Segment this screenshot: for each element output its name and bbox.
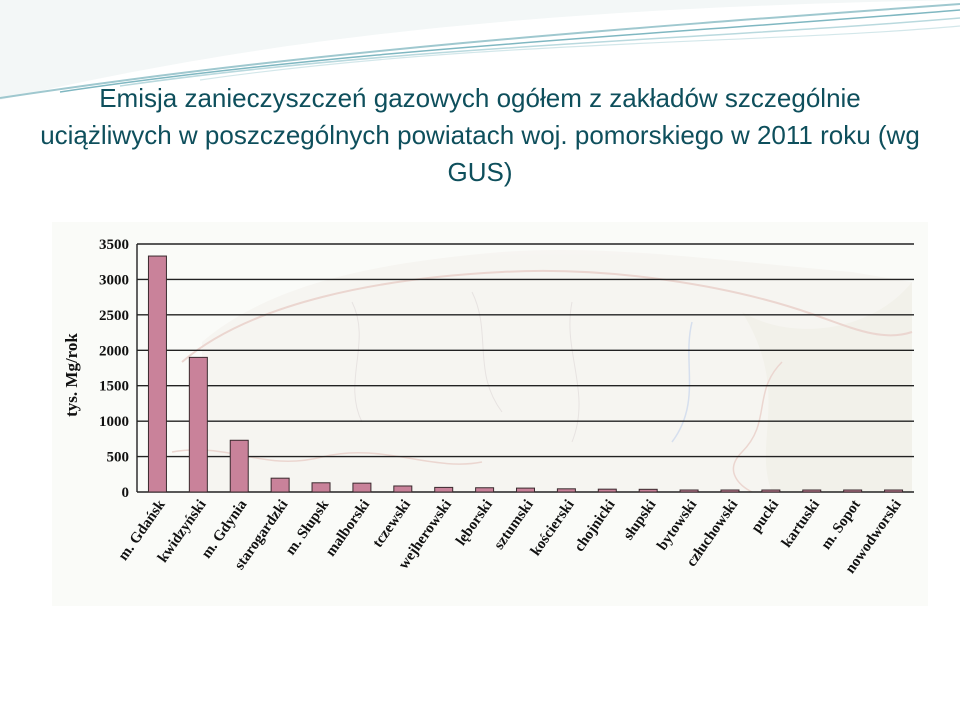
y-tick-label: 3000 [99, 272, 129, 288]
bar [434, 486, 454, 493]
bar [188, 356, 208, 493]
bar [802, 489, 822, 493]
x-tick-label: lęborski [453, 497, 496, 549]
bar [761, 489, 781, 493]
x-tick-label: chojnicki [572, 497, 619, 555]
bar [311, 482, 331, 493]
bar [597, 488, 617, 493]
map-background [171, 250, 913, 493]
y-tick-label: 1000 [99, 414, 129, 430]
bar [229, 439, 249, 493]
bar [393, 485, 413, 493]
slide-title: Emisja zanieczyszczeń gazowych ogółem z … [40, 83, 920, 187]
slide-header-decoration [0, 0, 960, 100]
chart-panel: 0 500 1000 1500 2000 2500 3000 3500 m. Gdańsk kw… [52, 222, 928, 606]
bar [720, 489, 740, 493]
x-tick-label: kartuski [779, 497, 823, 551]
x-tick-label: słupski [621, 497, 660, 543]
bar [475, 487, 495, 493]
y-tick-label: 3500 [99, 237, 129, 253]
bar [556, 488, 576, 493]
bar [679, 489, 699, 493]
x-tick-label: sztumski [491, 497, 537, 553]
x-tick-label: pucki [748, 497, 782, 536]
bar [884, 489, 904, 493]
y-tick-label: 0 [122, 485, 130, 501]
y-tick-label: 2000 [99, 343, 129, 359]
bar [147, 255, 167, 493]
bar [516, 487, 535, 493]
x-tick-label: m. Sopot [818, 497, 864, 553]
y-tick-label: 2500 [99, 308, 129, 324]
bar [638, 488, 658, 493]
bar [843, 489, 863, 493]
y-tick-label: 500 [107, 450, 130, 466]
y-tick-label: 1500 [99, 379, 129, 395]
y-axis-label: tys. Mg/rok [62, 333, 81, 417]
bar [270, 477, 290, 493]
x-tick-label: tczewski [370, 497, 414, 551]
bar [352, 482, 372, 493]
